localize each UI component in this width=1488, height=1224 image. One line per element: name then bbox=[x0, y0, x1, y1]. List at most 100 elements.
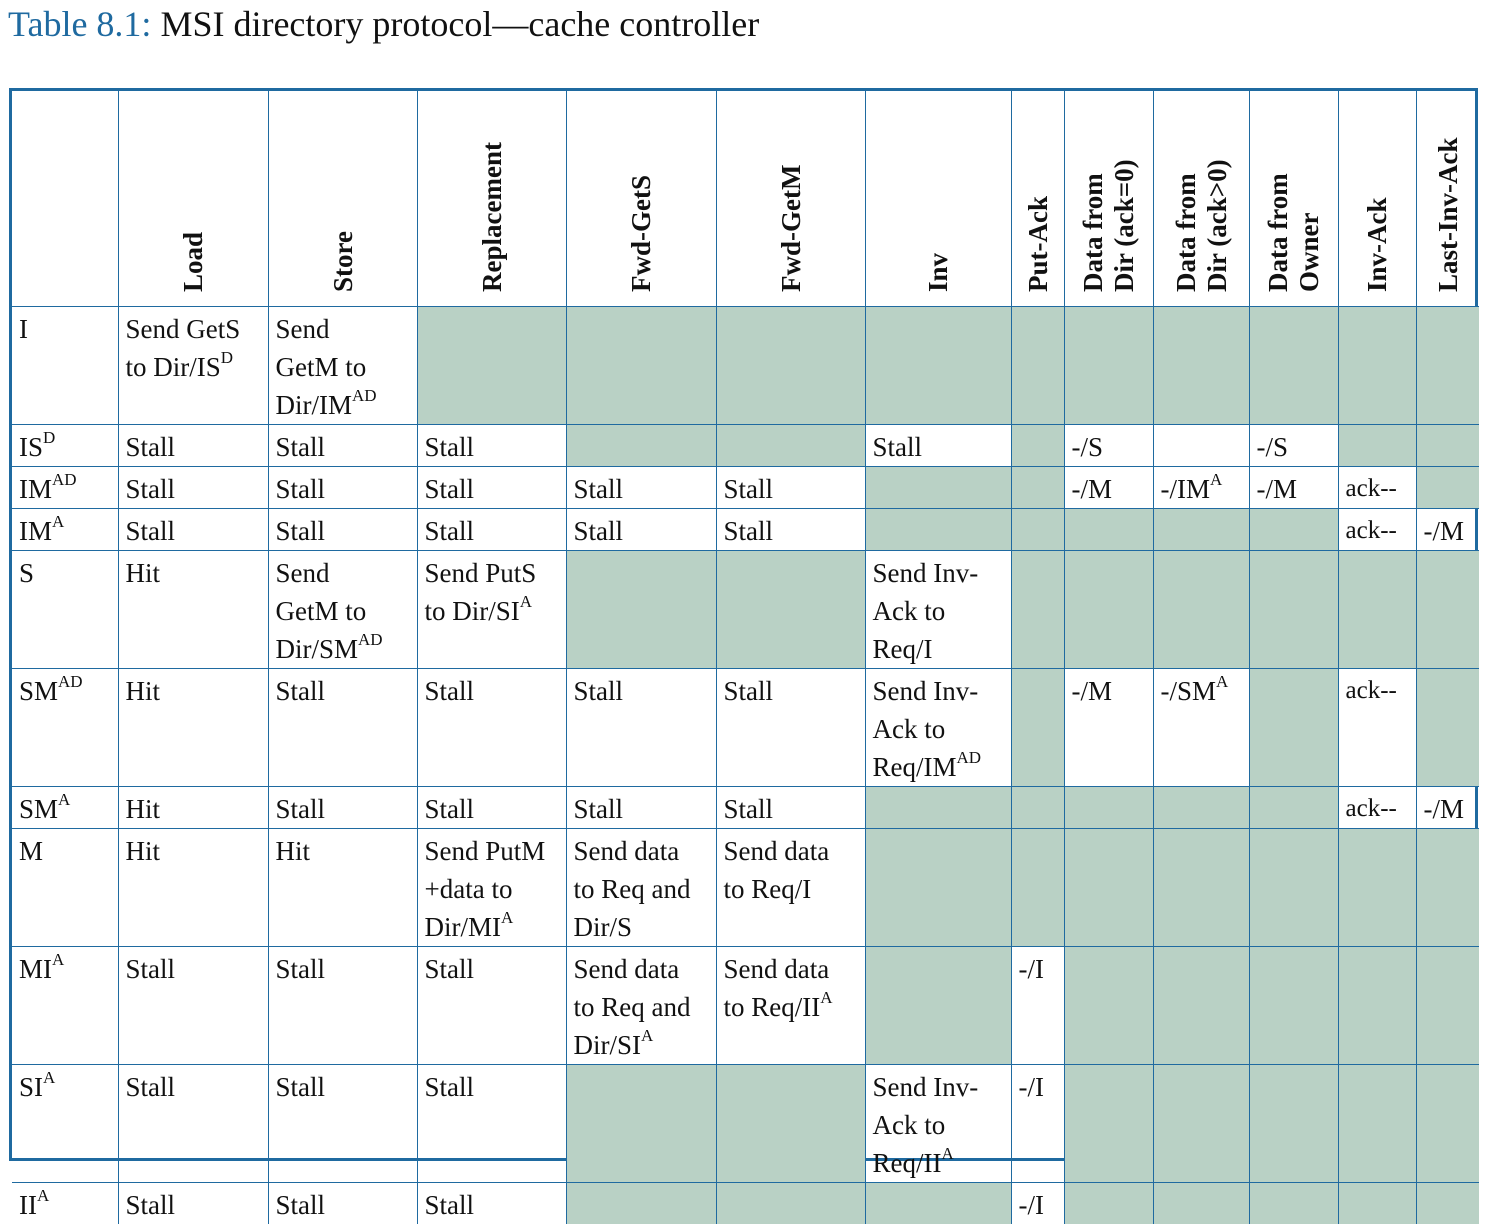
cell-text: SMA bbox=[12, 787, 117, 827]
cell-text: Stall bbox=[125, 515, 176, 546]
table-cell: -/M bbox=[1248, 465, 1339, 509]
cell-text: IS bbox=[19, 431, 44, 462]
table-row: ISD Stall Stall Stall Stall -/S -/S bbox=[12, 423, 1479, 467]
cell-text: Stall bbox=[573, 793, 624, 824]
cell-text: ack-- bbox=[1345, 516, 1397, 544]
cell-text: Ack to bbox=[872, 713, 946, 744]
shaded-cell bbox=[1337, 1181, 1417, 1224]
table-cell: Stall bbox=[267, 667, 418, 787]
header-replacement: Replacement bbox=[416, 91, 567, 307]
shaded-cell bbox=[1248, 305, 1339, 425]
table-cell: Stall bbox=[117, 507, 269, 551]
shaded-cell bbox=[1337, 1063, 1417, 1183]
table-cell: IIA bbox=[12, 1181, 119, 1224]
cell-text: to Dir/SI bbox=[424, 595, 520, 626]
shaded-cell bbox=[1415, 465, 1479, 509]
cell-text: -/I bbox=[1018, 1071, 1044, 1102]
cell-text: Stall bbox=[573, 675, 624, 706]
table-cell: Stall bbox=[117, 465, 269, 509]
cell-text: Stall bbox=[424, 473, 475, 504]
cell-text: M bbox=[19, 835, 44, 866]
cell-text: SM bbox=[19, 675, 59, 706]
cell-text: S bbox=[19, 557, 35, 588]
cell-text: -/S bbox=[1256, 431, 1289, 462]
shaded-cell bbox=[1152, 549, 1250, 669]
table-cell: -/M bbox=[1063, 667, 1154, 787]
cell-text: Send bbox=[275, 313, 330, 344]
cell-text: -/M bbox=[1423, 793, 1465, 824]
shaded-cell bbox=[1063, 827, 1154, 947]
shaded-cell bbox=[864, 785, 1012, 829]
cell-superscript: A bbox=[58, 789, 71, 809]
shaded-cell bbox=[864, 1181, 1012, 1224]
table-cell: -/I bbox=[1010, 945, 1065, 1065]
cell-superscript: A bbox=[941, 1143, 954, 1163]
table-row: IIA Stall Stall Stall -/I bbox=[12, 1181, 1479, 1224]
header-inv-ack: Inv-Ack bbox=[1337, 91, 1417, 307]
table-cell: -/IMA bbox=[1152, 465, 1250, 509]
cell-text: Stall bbox=[723, 675, 774, 706]
cell-text: Send data bbox=[723, 835, 830, 866]
cell-text: Send Inv- Ack to Req/IMAD bbox=[866, 669, 1010, 785]
cell-text: Hit bbox=[275, 835, 311, 866]
cell-text: -/M bbox=[1423, 515, 1465, 546]
shaded-cell bbox=[1415, 1063, 1479, 1183]
shaded-cell bbox=[565, 423, 717, 467]
shaded-cell bbox=[715, 1181, 866, 1224]
table-cell: Hit bbox=[117, 667, 269, 787]
header-fwd-getm: Fwd-GetM bbox=[715, 91, 866, 307]
cell-text: Send Inv- bbox=[872, 1071, 979, 1102]
cell-text: -/SM bbox=[1160, 675, 1217, 706]
cell-text: Hit bbox=[125, 793, 161, 824]
table-cell: Send PutS to Dir/SIA bbox=[416, 549, 567, 669]
shaded-cell bbox=[1337, 549, 1417, 669]
cell-superscript: A bbox=[519, 591, 533, 611]
shaded-cell bbox=[1248, 785, 1339, 829]
cell-text: Hit bbox=[125, 675, 161, 706]
table-cell: S bbox=[12, 549, 119, 669]
cell-text: Dir/SI bbox=[573, 1029, 642, 1060]
cell-text: Send Inv- Ack to Req/I bbox=[866, 551, 1010, 667]
table-cell: Send Inv- Ack to Req/I bbox=[864, 549, 1012, 669]
shaded-cell bbox=[1063, 507, 1154, 551]
shaded-cell bbox=[1010, 465, 1065, 509]
cell-text: SIA bbox=[12, 1065, 117, 1106]
cell-superscript: A bbox=[641, 1025, 654, 1045]
shaded-cell bbox=[1337, 305, 1417, 425]
table-cell: Send data to Req/IIA bbox=[715, 945, 866, 1065]
table-row: SIA Stall Stall Stall Send Inv- Ack to Req… bbox=[12, 1063, 1479, 1183]
header-load: Load bbox=[117, 91, 269, 307]
shaded-cell bbox=[1415, 305, 1479, 425]
table-cell: Stall bbox=[416, 667, 567, 787]
header-inv: Inv bbox=[864, 91, 1012, 307]
shaded-cell bbox=[1152, 1063, 1250, 1183]
table-cell: ISD bbox=[12, 423, 119, 467]
table-cell: Stall bbox=[416, 507, 567, 551]
cell-text: to Dir/IS bbox=[125, 351, 221, 382]
shaded-cell bbox=[1337, 945, 1417, 1065]
cell-text: Send data to Req/IIA bbox=[717, 947, 864, 1026]
cell-text: Send GetS to Dir/ISD bbox=[119, 307, 267, 386]
cell-text: Stall bbox=[872, 431, 923, 462]
cell-text: Ack to bbox=[872, 595, 946, 626]
shaded-cell bbox=[1063, 945, 1154, 1065]
shaded-cell bbox=[1337, 423, 1417, 467]
table-cell: Send PutM +data to Dir/MIA bbox=[416, 827, 567, 947]
cell-superscript: A bbox=[501, 907, 514, 927]
cell-text: Send data to Req/I bbox=[717, 829, 864, 908]
shaded-cell bbox=[1152, 305, 1250, 425]
cell-text: to Req and bbox=[573, 873, 691, 904]
shaded-cell bbox=[715, 549, 866, 669]
table-cell: SMAD bbox=[12, 667, 119, 787]
cell-text: MI bbox=[19, 953, 52, 984]
cell-text: Send GetM to Dir/IMAD bbox=[269, 307, 416, 423]
cell-text: Stall bbox=[723, 473, 774, 504]
cell-text: Send PutM +data to Dir/MIA bbox=[418, 829, 565, 945]
table-cell: -/SMA bbox=[1152, 667, 1250, 787]
cell-text: Stall bbox=[424, 1189, 475, 1220]
cell-text: I bbox=[19, 313, 28, 344]
state-cell: I bbox=[12, 305, 119, 425]
cell-text: Stall bbox=[424, 515, 475, 546]
table-cell: ack-- bbox=[1337, 465, 1417, 509]
cell-text: IIA bbox=[12, 1183, 117, 1224]
